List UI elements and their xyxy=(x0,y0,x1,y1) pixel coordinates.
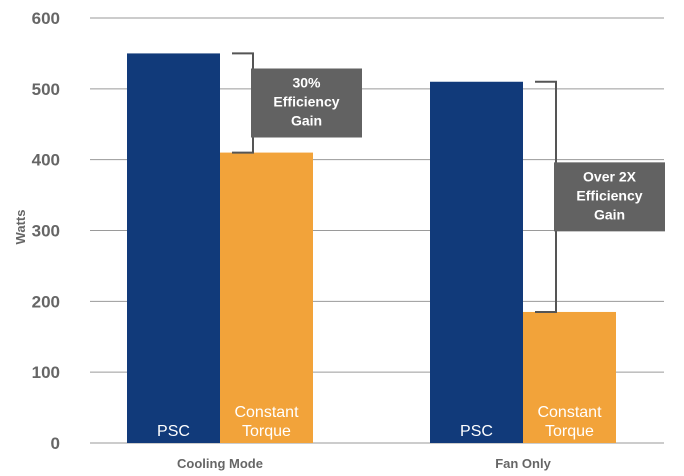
callout-text: Gain xyxy=(594,206,625,222)
y-tick-label: 400 xyxy=(32,151,60,170)
bar-label: Constant xyxy=(537,404,602,421)
bar-label: Torque xyxy=(242,423,291,440)
callout-text: 30% xyxy=(292,75,321,91)
callout-box xyxy=(251,68,362,138)
bars: PSC Constant Torque PSC Constant Torque xyxy=(127,53,616,444)
y-tick-labels: 0 100 200 300 400 500 600 xyxy=(32,9,60,453)
callout-text: Efficiency xyxy=(576,187,642,203)
bar-label: Constant xyxy=(234,404,299,421)
bar xyxy=(220,152,313,444)
callout-box xyxy=(554,162,665,232)
x-category-label: Fan Only xyxy=(495,456,551,471)
bar-label: Torque xyxy=(545,423,594,440)
callout-text: Gain xyxy=(291,113,322,129)
bar xyxy=(523,311,616,443)
difference-bracket xyxy=(535,80,557,313)
bar-label: PSC xyxy=(157,423,190,440)
y-tick-label: 500 xyxy=(32,80,60,99)
bar xyxy=(127,53,220,444)
bar xyxy=(430,81,523,443)
x-category-label: Cooling Mode xyxy=(177,456,263,471)
y-tick-label: 300 xyxy=(32,222,60,241)
difference-bracket xyxy=(232,52,254,154)
x-category-labels: Cooling Mode Fan Only xyxy=(177,456,552,471)
callout-text: Over 2X xyxy=(583,168,637,184)
y-tick-label: 600 xyxy=(32,9,60,28)
callout-text: Efficiency xyxy=(273,94,339,110)
bar-label: PSC xyxy=(460,423,493,440)
y-tick-label: 100 xyxy=(32,363,60,382)
y-axis-label: Watts xyxy=(13,210,28,245)
y-tick-label: 0 xyxy=(51,434,60,453)
annotations: 30% Efficiency Gain Over 2X Efficiency Gain xyxy=(232,52,665,313)
y-tick-label: 200 xyxy=(32,292,60,311)
